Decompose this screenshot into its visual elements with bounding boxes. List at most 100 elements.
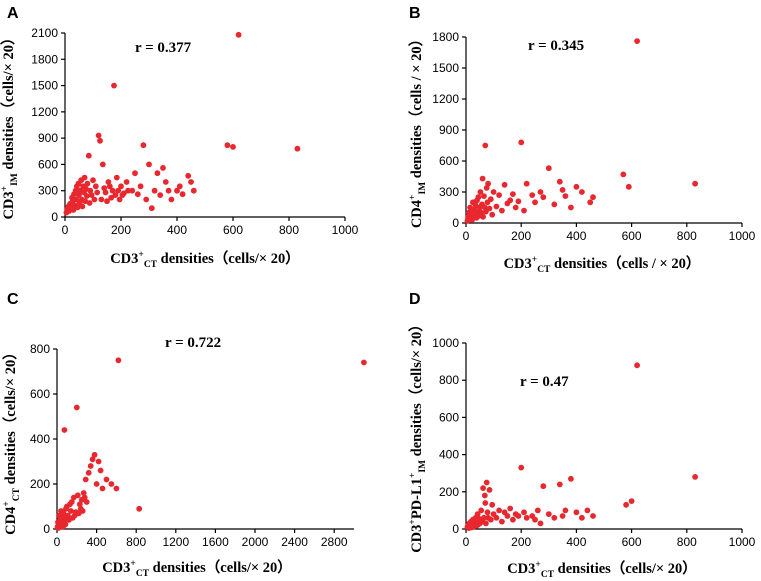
y-tick-label: 900 [439, 123, 459, 137]
data-point [518, 464, 525, 471]
data-point [480, 485, 486, 491]
data-point [487, 516, 494, 523]
data-point [480, 213, 486, 220]
data-point [587, 199, 594, 206]
x-tick-label: 400 [566, 229, 586, 243]
y-axis-title: CD4+IM densities（cells / × 20） [407, 32, 428, 228]
data-point [79, 203, 86, 210]
x-tick-label: 0 [62, 223, 69, 237]
data-point [590, 513, 596, 519]
data-point [165, 187, 172, 194]
data-point [532, 516, 538, 523]
data-point [68, 499, 75, 505]
data-point [85, 152, 92, 159]
data-point [634, 38, 640, 44]
panel-letter: D [409, 291, 421, 308]
data-point [493, 514, 500, 521]
data-point [489, 211, 496, 218]
y-tick-label: 800 [439, 373, 459, 387]
data-point [146, 161, 152, 168]
data-point [101, 185, 108, 192]
x-tick-label: 600 [223, 223, 243, 237]
panel-b: B 0 200 400 600 800 1000 0 300 600 900 1200 1500 1800… [407, 5, 756, 275]
data-point [106, 183, 113, 190]
data-point [294, 145, 301, 152]
data-point [80, 490, 87, 496]
y-tick-label: 400 [439, 448, 459, 462]
data-point [230, 144, 236, 150]
data-point [540, 483, 547, 490]
data-point [482, 142, 489, 149]
data-point [482, 500, 489, 506]
data-point [551, 514, 558, 521]
data-point [501, 181, 508, 188]
data-point [99, 485, 106, 492]
data-point [76, 192, 82, 199]
correlation-label: r = 0.47 [520, 374, 569, 390]
y-tick-label: 200 [439, 485, 459, 499]
data-point [515, 198, 522, 205]
data-point [483, 520, 489, 527]
data-point [188, 179, 194, 185]
panel-letter: C [7, 291, 19, 308]
panel-c: C 0 400 800 1200 1600 2000 2400 2800 0 200 400 600 80… [1, 291, 367, 579]
panel-letter: B [409, 5, 421, 22]
data-point [99, 161, 106, 168]
data-point [478, 507, 485, 514]
data-point [65, 512, 71, 519]
x-tick-label: 1600 [202, 535, 229, 549]
data-point [93, 481, 100, 487]
x-tick-label: 600 [622, 229, 642, 243]
y-tick-label: 900 [38, 131, 58, 145]
data-point [573, 509, 580, 516]
data-point [92, 183, 99, 190]
data-point [496, 192, 502, 199]
y-tick-label: 1500 [31, 79, 58, 93]
y-tick-label: 1200 [31, 105, 58, 119]
data-point [91, 451, 98, 458]
data-point [70, 207, 77, 213]
data-point [84, 180, 91, 187]
data-point [113, 485, 120, 492]
data-point [540, 194, 547, 201]
y-tick-label: 400 [30, 432, 50, 446]
data-point [568, 204, 574, 211]
data-point [523, 514, 530, 521]
data-point [485, 180, 491, 187]
panel-a: A 0 200 400 600 800 1000 0 300 600 900 1200 1500 1800… [0, 5, 359, 270]
data-point [559, 187, 566, 193]
data-point [507, 505, 514, 512]
y-tick-label: 300 [38, 184, 58, 198]
panel-letter: A [7, 5, 19, 22]
data-point [512, 204, 519, 211]
data-point [507, 197, 514, 204]
data-point [551, 201, 558, 208]
data-point [483, 479, 490, 486]
data-point [496, 507, 502, 514]
data-point [85, 469, 92, 476]
data-point [185, 172, 192, 179]
x-tick-label: 0 [463, 229, 470, 243]
data-point [361, 359, 367, 366]
data-point [83, 193, 90, 199]
data-point [628, 498, 635, 504]
data-point [556, 481, 563, 488]
data-point [113, 174, 120, 181]
data-point [95, 132, 102, 139]
data-point [532, 199, 538, 206]
x-axis-title: CD3+CT densities（cells / × 20） [504, 254, 701, 275]
data-point [98, 196, 105, 203]
data-point [132, 170, 138, 177]
data-point [479, 175, 486, 182]
data-point [499, 207, 505, 214]
data-point [559, 513, 566, 519]
correlation-label: r = 0.722 [165, 335, 221, 351]
x-tick-label: 1000 [332, 223, 359, 237]
x-tick-label: 1000 [729, 535, 756, 549]
data-point [510, 191, 516, 198]
data-point [104, 198, 110, 205]
y-tick-label: 1800 [432, 30, 459, 44]
data-point [573, 183, 580, 190]
data-point [89, 456, 96, 463]
data-point [174, 187, 180, 194]
